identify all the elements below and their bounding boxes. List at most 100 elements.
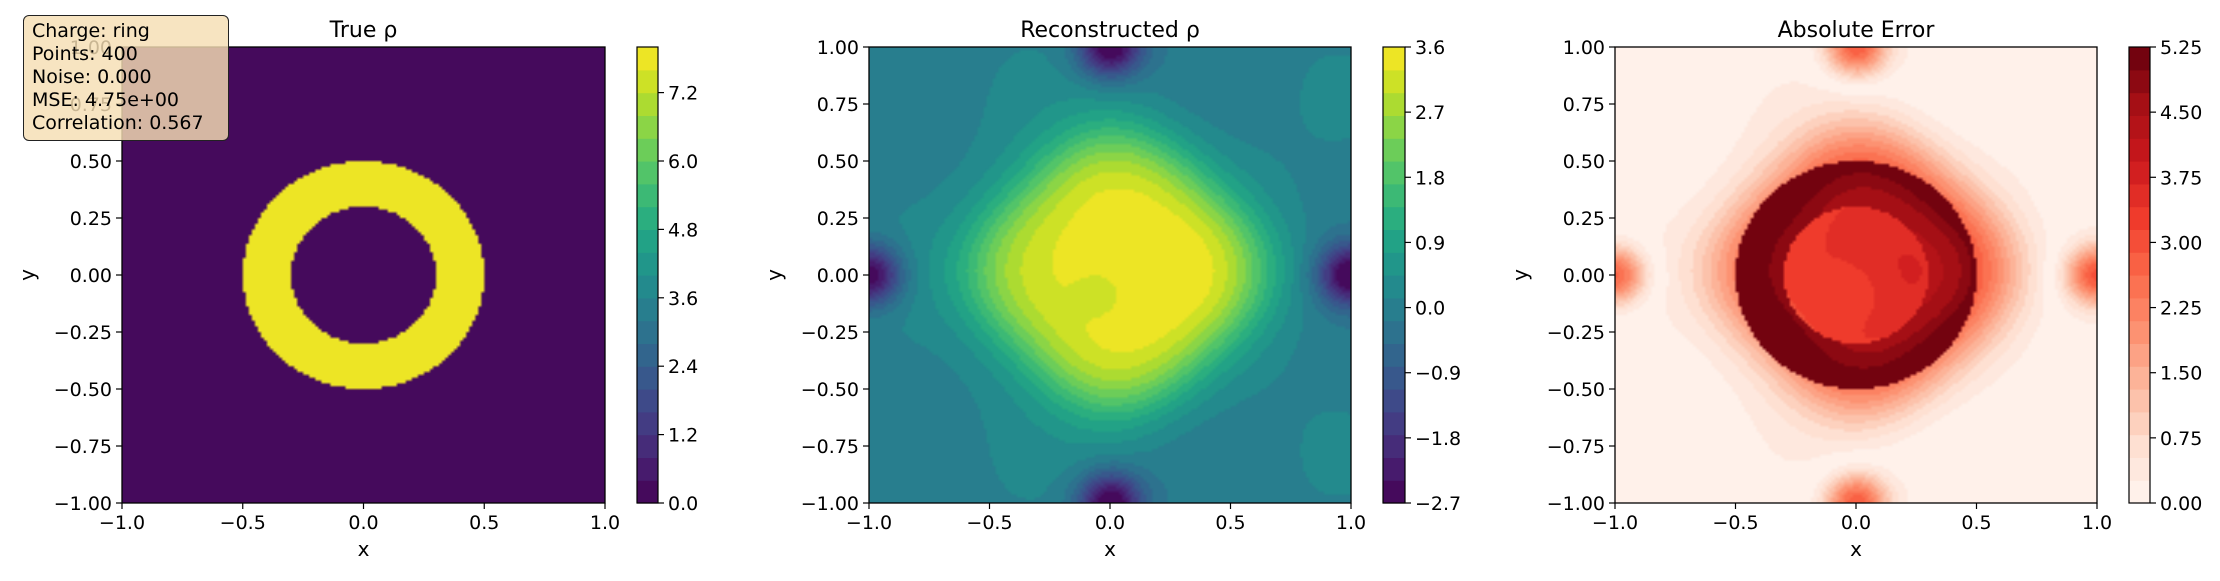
colorbar-tick-label: 0.0	[668, 493, 698, 515]
colorbar-band	[637, 69, 658, 94]
x-tick-label: −0.5	[220, 512, 266, 534]
colorbar-band	[1383, 366, 1405, 390]
colorbar-band	[1383, 457, 1405, 481]
colorbar-band	[2129, 366, 2150, 390]
colorbar-error: 0.00 0.75 1.50 2.25 3.00 3.75 4.50 5.25	[2128, 37, 2202, 515]
colorbar-band	[1383, 434, 1405, 458]
colorbar-band	[2129, 411, 2150, 436]
colorbar-tick-label: 1.8	[1415, 167, 1445, 189]
colorbar-tick-label: 0.9	[1415, 232, 1445, 254]
colorbar-band	[2129, 229, 2150, 253]
colorbar-band	[1383, 320, 1405, 344]
colorbar-band	[637, 343, 658, 367]
colorbar-band	[637, 183, 658, 208]
colorbar-frame	[1382, 46, 1406, 504]
y-tick-label: 0.50	[70, 151, 112, 173]
colorbar-tick-label: 3.6	[668, 288, 698, 310]
colorbar-band	[637, 275, 658, 299]
colorbar-band	[1383, 69, 1405, 94]
x-tick-label: 0.0	[1095, 512, 1125, 534]
title-error: Absolute Error	[1778, 18, 1936, 43]
y-tick-label: 0.00	[70, 265, 112, 287]
colorbar-tick-label: 6.0	[668, 151, 698, 173]
y-tick-label: −1.00	[54, 493, 112, 515]
colorbar-band	[637, 252, 658, 276]
colorbar-band	[637, 411, 658, 436]
colorbar-band	[2129, 206, 2150, 230]
colorbar-band	[637, 457, 658, 481]
stats-mse: MSE: 4.75e+00	[32, 89, 179, 111]
y-tick-label: 0.25	[1563, 208, 1605, 230]
y-tick-label: −0.75	[1547, 436, 1605, 458]
colorbar-band	[637, 389, 658, 413]
x-tick-label: −1.0	[1592, 512, 1638, 534]
colorbar-tick-label: 2.4	[668, 356, 698, 378]
heatmap-reconstructed	[869, 47, 1351, 503]
colorbar-band	[1383, 297, 1405, 322]
y-tick-label: 0.25	[70, 208, 112, 230]
y-axis-label-true: y	[15, 269, 39, 281]
stats-points: Points: 400	[32, 43, 138, 65]
y-tick-label: 0.25	[817, 208, 859, 230]
colorbar-band	[637, 366, 658, 390]
x-tick-label: 1.0	[2082, 512, 2112, 534]
colorbar-band	[2129, 320, 2150, 344]
colorbar-band	[637, 47, 658, 71]
colorbar-band	[637, 115, 658, 139]
colorbar-band	[2129, 47, 2150, 71]
colorbar-tick-label: 3.00	[2160, 232, 2202, 254]
colorbar-band	[2129, 138, 2150, 162]
x-tick-label: 0.5	[469, 512, 499, 534]
x-tick-label: 0.5	[1961, 512, 1991, 534]
colorbar-band	[2129, 92, 2150, 116]
heatmap-error	[1615, 47, 2097, 503]
colorbar-band	[2129, 457, 2150, 481]
y-tick-label: −0.50	[801, 379, 859, 401]
panel-reconstructed: Reconstructed ρ −1.0 −0.5 0.0 0.5 1.0 x −1.00 −0…	[762, 18, 1461, 561]
x-axis-label-reconstructed: x	[1104, 537, 1116, 561]
colorbar-band	[2129, 275, 2150, 299]
colorbar-band	[2129, 183, 2150, 208]
y-tick-label: 0.00	[817, 265, 859, 287]
colorbar-reconstructed: −2.7 −1.8 −0.9 0.0 0.9 1.8 2.7 3.6	[1382, 37, 1461, 515]
colorbar-band	[1383, 480, 1405, 504]
y-tick-label: −0.50	[1547, 379, 1605, 401]
colorbar-band	[1383, 183, 1405, 208]
x-tick-label: −0.5	[1712, 512, 1758, 534]
y-tick-label: −0.25	[54, 322, 112, 344]
colorbar-tick-label: 3.75	[2160, 167, 2202, 189]
x-axis-label-error: x	[1850, 537, 1862, 561]
y-tick-label: −0.75	[54, 436, 112, 458]
y-tick-label: −0.25	[1547, 322, 1605, 344]
y-tick-label: 0.75	[817, 94, 859, 116]
y-tick-label: 0.50	[817, 151, 859, 173]
colorbar-tick-label: −1.8	[1415, 428, 1461, 450]
colorbar-band	[1383, 92, 1405, 116]
colorbar-tick-label: 5.25	[2160, 37, 2202, 59]
colorbar-band	[2129, 115, 2150, 139]
colorbar-tick-label: 4.8	[668, 219, 698, 241]
stats-charge: Charge: ring	[32, 20, 150, 42]
x-tick-label: 0.0	[1841, 512, 1871, 534]
colorbar-band	[1383, 389, 1405, 413]
colorbar-band	[637, 434, 658, 458]
title-reconstructed: Reconstructed ρ	[1020, 18, 1200, 43]
colorbar-band	[1383, 161, 1405, 185]
y-tick-label: −0.50	[54, 379, 112, 401]
y-axis-label-error: y	[1508, 269, 1532, 281]
colorbar-tick-label: −0.9	[1415, 363, 1461, 385]
colorbar-band	[1383, 229, 1405, 253]
y-tick-label: −1.00	[801, 493, 859, 515]
colorbar-band	[2129, 252, 2150, 276]
colorbar-band	[1383, 411, 1405, 436]
x-tick-label: 0.0	[348, 512, 378, 534]
colorbar-band	[637, 138, 658, 162]
colorbar-true: 0.0 1.2 2.4 3.6 4.8 6.0 7.2	[636, 46, 698, 515]
colorbar-band	[2129, 343, 2150, 367]
colorbar-frame	[636, 46, 659, 504]
y-tick-label: −0.75	[801, 436, 859, 458]
colorbar-band	[637, 161, 658, 185]
y-tick-label: 0.00	[1563, 265, 1605, 287]
stats-noise: Noise: 0.000	[32, 66, 152, 88]
